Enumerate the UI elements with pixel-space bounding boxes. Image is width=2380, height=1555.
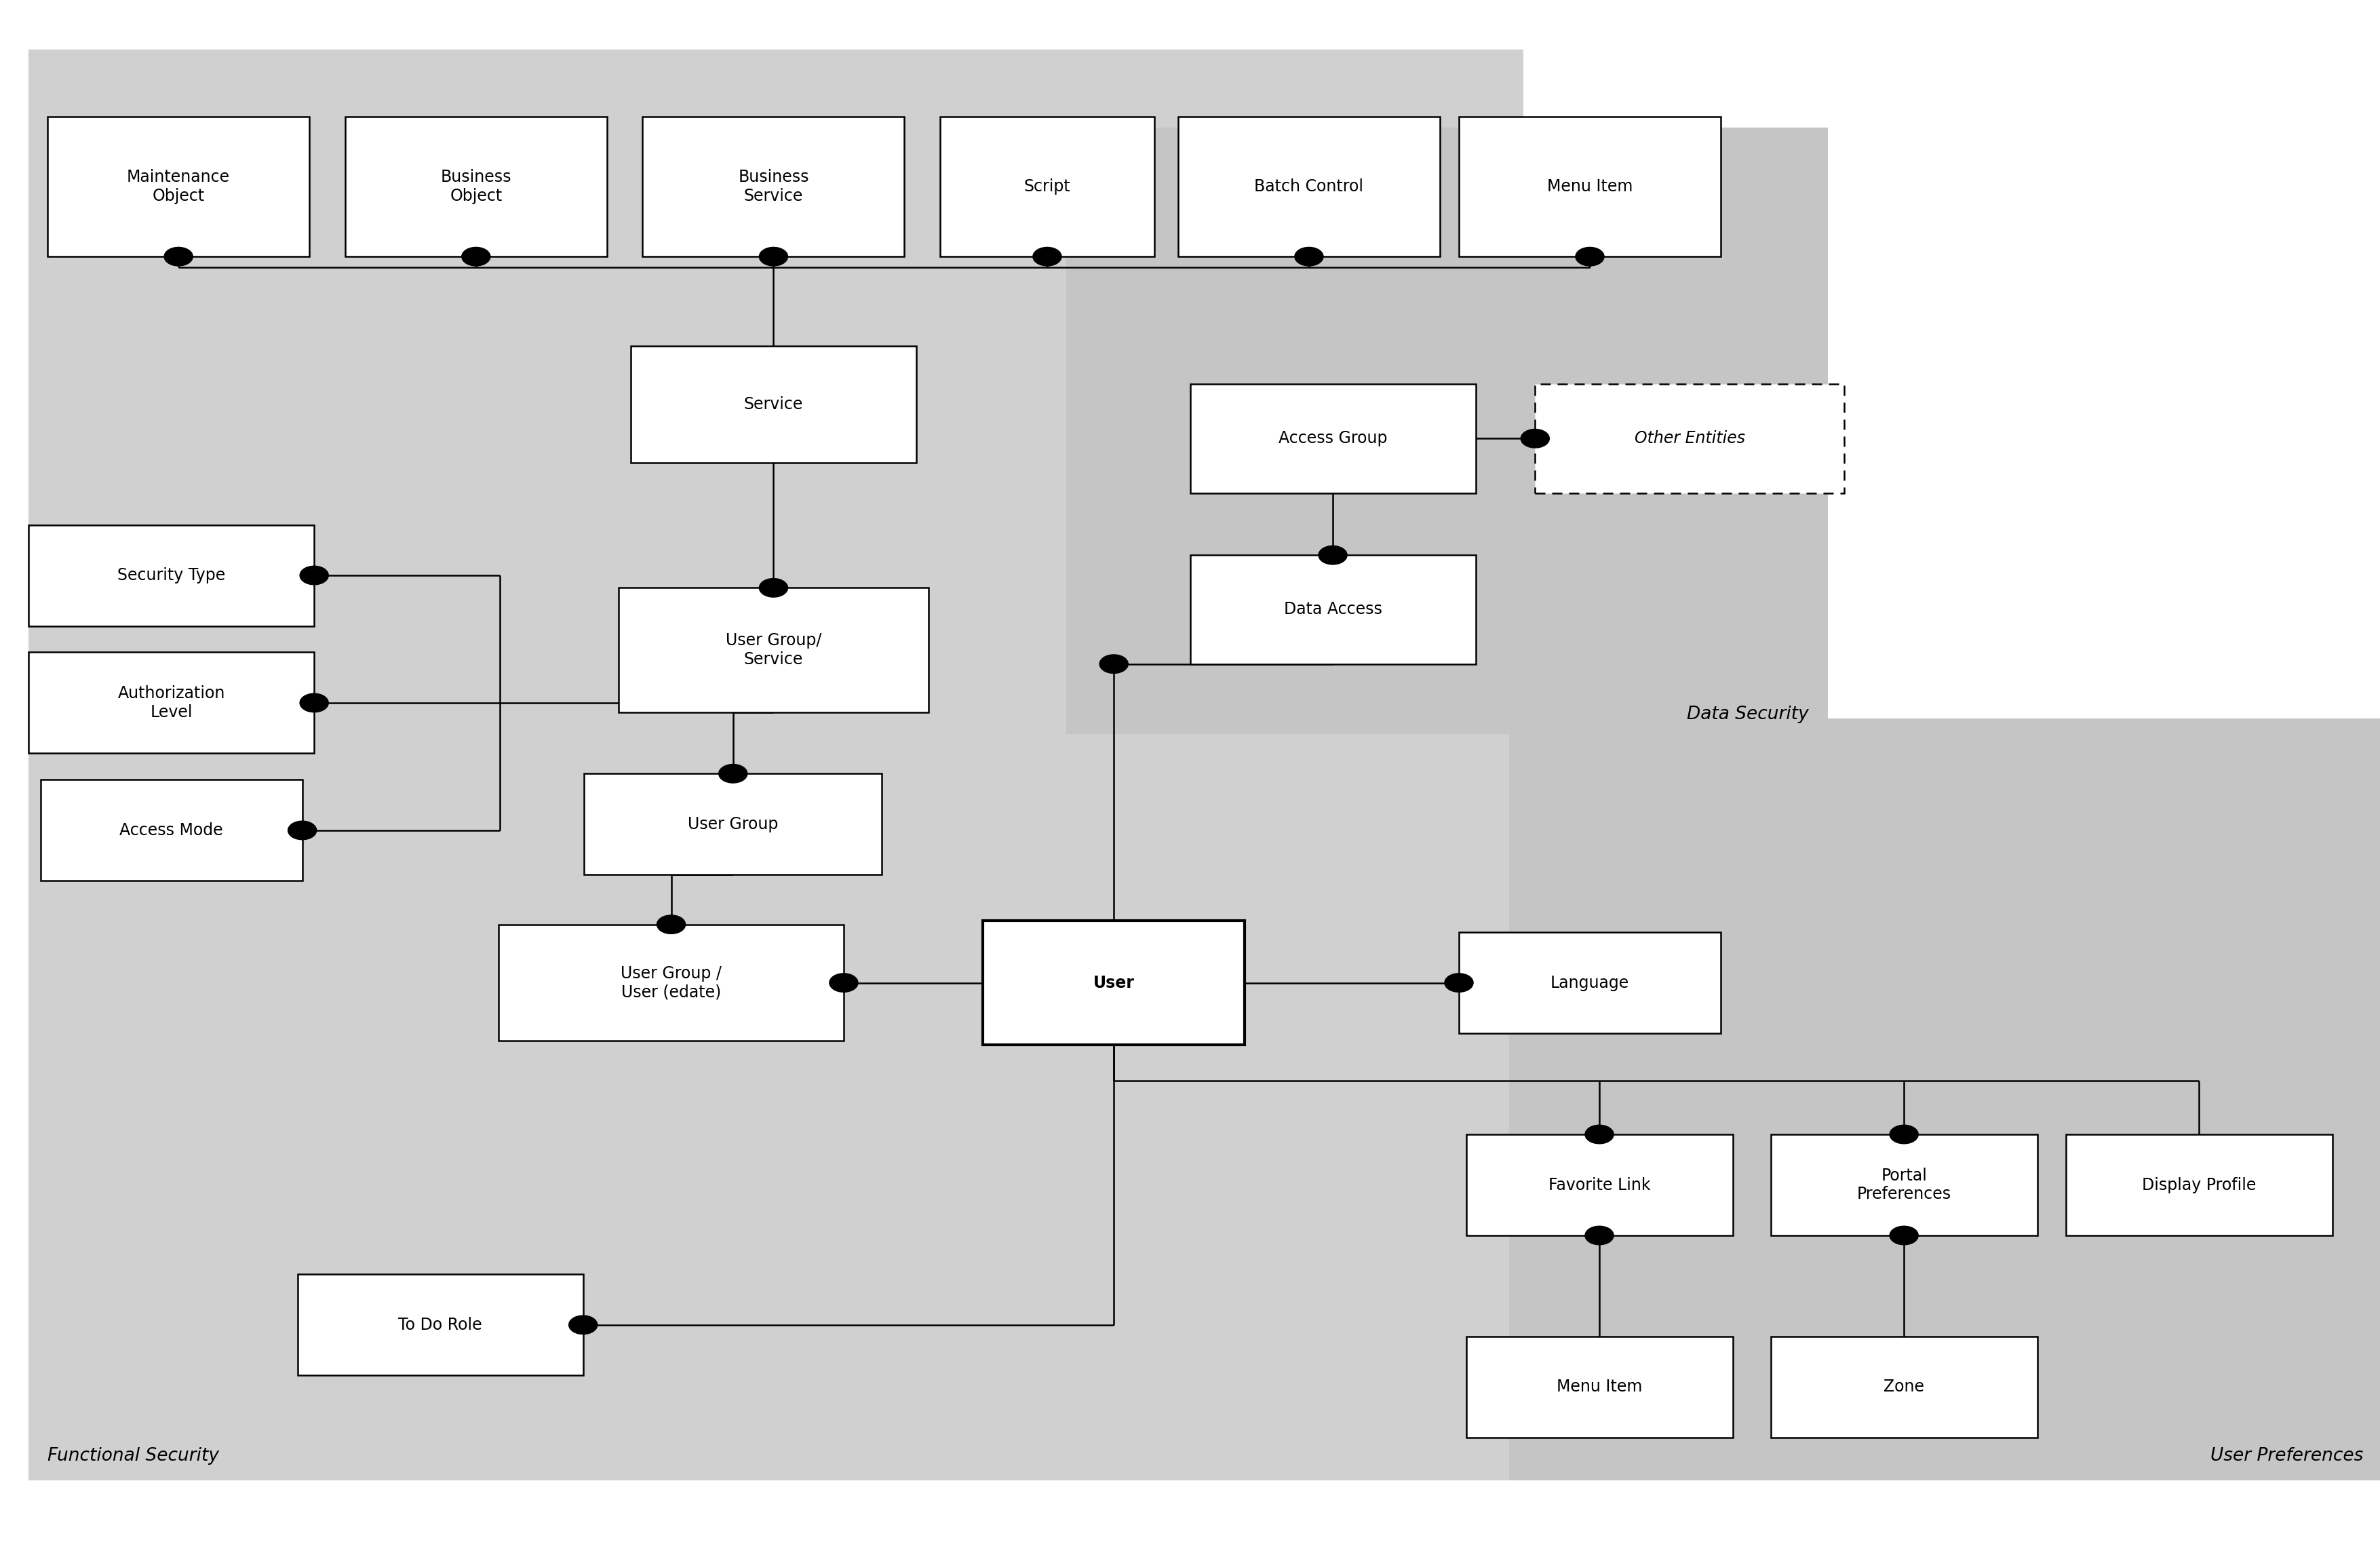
Text: Data Security: Data Security: [1687, 706, 1809, 723]
Circle shape: [657, 914, 685, 933]
Circle shape: [1576, 247, 1604, 266]
Text: Maintenance
Object: Maintenance Object: [126, 169, 231, 204]
Text: Portal
Preferences: Portal Preferences: [1856, 1168, 1952, 1202]
Bar: [48, 117, 309, 257]
Bar: [940, 117, 1154, 257]
Circle shape: [1890, 1126, 1918, 1144]
Circle shape: [1585, 1225, 1614, 1244]
Bar: [1466, 1135, 1733, 1235]
Bar: [1459, 931, 1721, 1033]
Circle shape: [1445, 973, 1473, 992]
Bar: [497, 924, 843, 1042]
Bar: [1466, 1336, 1733, 1437]
Circle shape: [719, 765, 747, 784]
Bar: [619, 588, 928, 712]
Circle shape: [1033, 247, 1061, 266]
Bar: [1066, 128, 1828, 734]
Bar: [1459, 117, 1721, 257]
Text: Access Group: Access Group: [1278, 431, 1388, 446]
Text: User Preferences: User Preferences: [2211, 1448, 2363, 1465]
Text: Menu Item: Menu Item: [1547, 179, 1633, 194]
Circle shape: [759, 247, 788, 266]
Text: Data Access: Data Access: [1283, 602, 1383, 617]
Bar: [29, 653, 314, 753]
Bar: [2066, 1135, 2332, 1235]
Text: Service: Service: [745, 397, 802, 412]
Text: Security Type: Security Type: [117, 568, 226, 583]
Text: User Group /
User (edate): User Group / User (edate): [621, 966, 721, 1000]
Bar: [1535, 384, 1844, 493]
Circle shape: [569, 1316, 597, 1334]
Text: Batch Control: Batch Control: [1254, 179, 1364, 194]
Bar: [1190, 555, 1476, 664]
Circle shape: [462, 247, 490, 266]
Text: User Group: User Group: [688, 816, 778, 832]
Bar: [631, 347, 916, 463]
Text: Access Mode: Access Mode: [119, 823, 224, 838]
Bar: [29, 524, 314, 625]
Bar: [298, 1275, 583, 1375]
Text: Zone: Zone: [1883, 1379, 1925, 1395]
Text: User Group/
Service: User Group/ Service: [726, 633, 821, 667]
Circle shape: [1100, 655, 1128, 673]
Text: Display Profile: Display Profile: [2142, 1177, 2256, 1193]
Circle shape: [1319, 546, 1347, 564]
Text: Menu Item: Menu Item: [1557, 1379, 1642, 1395]
Circle shape: [759, 578, 788, 597]
Bar: [583, 774, 881, 874]
Circle shape: [1585, 1126, 1614, 1144]
Circle shape: [828, 973, 859, 992]
Bar: [1771, 1336, 2037, 1437]
Text: User: User: [1092, 975, 1135, 991]
Text: Script: Script: [1023, 179, 1071, 194]
Circle shape: [300, 694, 328, 712]
Text: Authorization
Level: Authorization Level: [117, 686, 226, 720]
Bar: [1190, 384, 1476, 493]
Circle shape: [164, 247, 193, 266]
Text: To Do Role: To Do Role: [397, 1317, 483, 1333]
Circle shape: [1521, 429, 1549, 448]
Text: Functional Security: Functional Security: [48, 1448, 219, 1465]
Bar: [1509, 718, 2380, 1480]
Bar: [1771, 1135, 2037, 1235]
Bar: [983, 921, 1245, 1045]
Bar: [345, 117, 607, 257]
Bar: [1178, 117, 1440, 257]
Text: Favorite Link: Favorite Link: [1549, 1177, 1649, 1193]
Circle shape: [1295, 247, 1323, 266]
Text: Business
Service: Business Service: [738, 169, 809, 204]
Bar: [643, 117, 904, 257]
Circle shape: [1890, 1225, 1918, 1244]
Text: Other Entities: Other Entities: [1635, 431, 1745, 446]
Bar: [29, 50, 1523, 1480]
Circle shape: [288, 821, 317, 840]
Text: Business
Object: Business Object: [440, 169, 512, 204]
Bar: [40, 781, 302, 880]
Circle shape: [300, 566, 328, 585]
Text: Language: Language: [1549, 975, 1630, 991]
